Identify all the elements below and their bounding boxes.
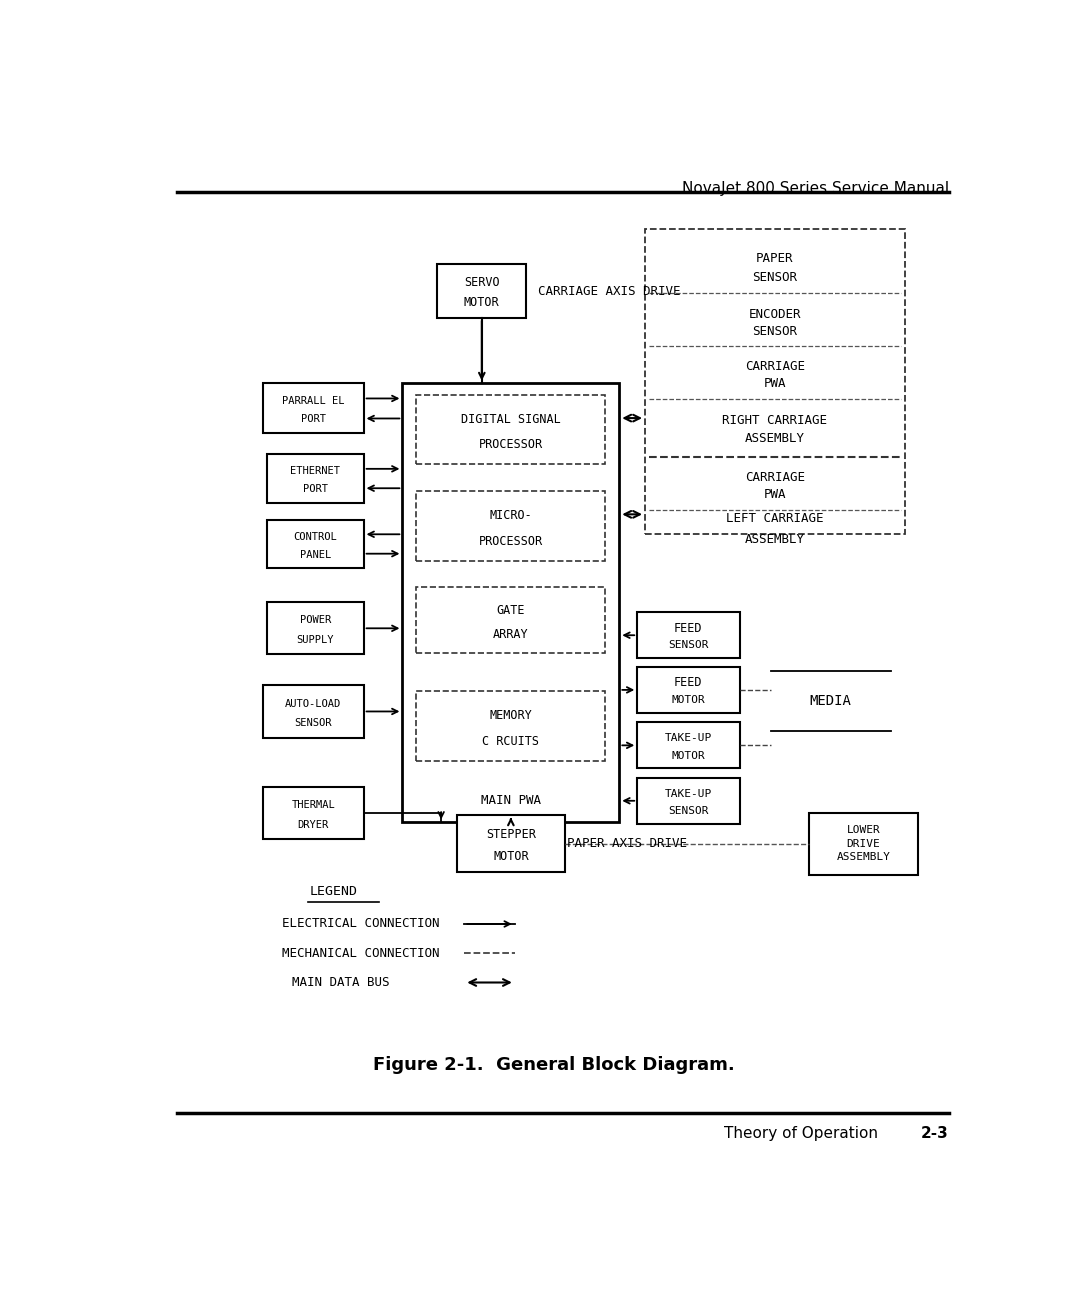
- Text: MICRO-: MICRO-: [489, 509, 531, 522]
- Bar: [637, 612, 740, 658]
- Text: PAPER: PAPER: [756, 253, 794, 266]
- Bar: [403, 384, 619, 823]
- Bar: [416, 395, 606, 464]
- Text: MECHANICAL CONNECTION: MECHANICAL CONNECTION: [282, 947, 440, 960]
- Text: TAKE-UP: TAKE-UP: [664, 734, 712, 744]
- Text: TAKE-UP: TAKE-UP: [664, 789, 712, 798]
- Text: LOWER: LOWER: [847, 826, 880, 836]
- Text: PWA: PWA: [764, 377, 786, 390]
- Text: ARRAY: ARRAY: [492, 629, 528, 642]
- Text: CARRIAGE: CARRIAGE: [745, 470, 805, 483]
- Text: ASSEMBLY: ASSEMBLY: [837, 853, 891, 862]
- Text: SENSOR: SENSOR: [295, 718, 332, 728]
- Text: PROCESSOR: PROCESSOR: [478, 438, 542, 451]
- Text: AUTO-LOAD: AUTO-LOAD: [285, 699, 341, 709]
- Bar: [262, 686, 364, 737]
- Text: DRIVE: DRIVE: [847, 839, 880, 849]
- Text: ASSEMBLY: ASSEMBLY: [745, 533, 805, 546]
- Text: PANEL: PANEL: [299, 550, 330, 560]
- Text: ENCODER: ENCODER: [748, 307, 801, 320]
- Text: PORT: PORT: [302, 485, 327, 494]
- Bar: [637, 778, 740, 824]
- Text: MOTOR: MOTOR: [672, 750, 705, 761]
- Text: SUPPLY: SUPPLY: [296, 635, 334, 645]
- Bar: [416, 491, 606, 561]
- Bar: [809, 813, 918, 875]
- Text: SERVO: SERVO: [464, 276, 500, 289]
- Text: PAPER AXIS DRIVE: PAPER AXIS DRIVE: [567, 837, 687, 850]
- Bar: [637, 667, 740, 713]
- Text: SENSOR: SENSOR: [669, 806, 708, 816]
- Text: MAIN PWA: MAIN PWA: [481, 794, 541, 807]
- Text: CARRIAGE: CARRIAGE: [745, 360, 805, 373]
- Text: MOTOR: MOTOR: [494, 850, 529, 863]
- Text: NovaJet 800 Series Service Manual: NovaJet 800 Series Service Manual: [681, 181, 948, 196]
- Bar: [267, 520, 364, 568]
- Text: SENSOR: SENSOR: [669, 640, 708, 651]
- Text: THERMAL: THERMAL: [292, 800, 335, 810]
- Text: MAIN DATA BUS: MAIN DATA BUS: [293, 976, 390, 989]
- Text: POWER: POWER: [299, 616, 330, 626]
- Bar: [437, 264, 526, 318]
- Bar: [267, 455, 364, 503]
- Text: SENSOR: SENSOR: [753, 271, 797, 284]
- Text: CONTROL: CONTROL: [294, 531, 337, 542]
- Text: MOTOR: MOTOR: [464, 297, 500, 310]
- Text: LEFT CARRIAGE: LEFT CARRIAGE: [726, 512, 824, 525]
- Text: RIGHT CARRIAGE: RIGHT CARRIAGE: [723, 413, 827, 426]
- Text: SENSOR: SENSOR: [753, 324, 797, 337]
- Bar: [645, 229, 905, 534]
- Bar: [262, 787, 364, 840]
- Text: ETHERNET: ETHERNET: [291, 467, 340, 476]
- Text: FEED: FEED: [674, 622, 703, 635]
- Text: C RCUITS: C RCUITS: [482, 735, 539, 748]
- Bar: [416, 692, 606, 761]
- Bar: [416, 587, 606, 653]
- Text: PWA: PWA: [764, 487, 786, 500]
- Text: PORT: PORT: [300, 415, 326, 425]
- Text: 2-3: 2-3: [921, 1126, 948, 1140]
- Text: MEDIA: MEDIA: [810, 695, 851, 709]
- Text: MEMORY: MEMORY: [489, 709, 531, 722]
- Text: CARRIAGE AXIS DRIVE: CARRIAGE AXIS DRIVE: [538, 285, 680, 298]
- Text: STEPPER: STEPPER: [486, 828, 536, 841]
- Text: Theory of Operation: Theory of Operation: [724, 1126, 878, 1140]
- Text: PARRALL EL: PARRALL EL: [282, 397, 345, 406]
- Text: MOTOR: MOTOR: [672, 695, 705, 705]
- Text: ASSEMBLY: ASSEMBLY: [745, 433, 805, 446]
- Text: GATE: GATE: [496, 604, 525, 617]
- Text: DRYER: DRYER: [298, 819, 329, 829]
- Bar: [457, 815, 565, 872]
- Text: ELECTRICAL CONNECTION: ELECTRICAL CONNECTION: [282, 918, 440, 931]
- Bar: [637, 722, 740, 769]
- Text: LEGEND: LEGEND: [309, 885, 357, 898]
- Text: Figure 2-1.  General Block Diagram.: Figure 2-1. General Block Diagram.: [373, 1056, 734, 1074]
- Text: FEED: FEED: [674, 677, 703, 689]
- Bar: [267, 603, 364, 654]
- Text: PROCESSOR: PROCESSOR: [478, 535, 542, 548]
- Bar: [262, 384, 364, 433]
- Text: DIGITAL SIGNAL: DIGITAL SIGNAL: [460, 412, 561, 426]
